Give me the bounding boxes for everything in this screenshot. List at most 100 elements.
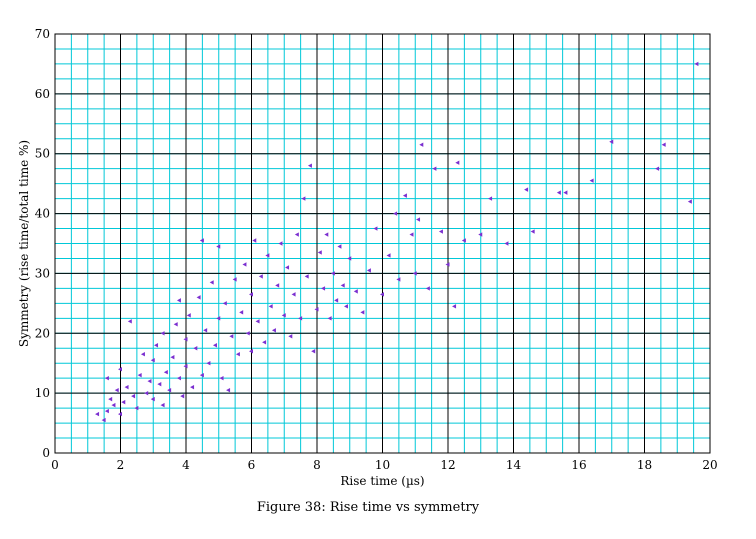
- x-tick-label: 6: [248, 458, 256, 472]
- data-point: [324, 232, 329, 237]
- data-point: [167, 387, 172, 393]
- data-point: [124, 384, 129, 390]
- data-point: [232, 277, 237, 282]
- data-point: [144, 390, 149, 396]
- data-point: [268, 304, 273, 309]
- data-point: [176, 375, 181, 381]
- data-point: [101, 417, 106, 423]
- y-tick-label: 0: [42, 446, 50, 460]
- y-tick-label: 20: [35, 326, 50, 340]
- data-point: [216, 244, 221, 249]
- data-point: [170, 355, 175, 360]
- data-point: [114, 387, 119, 393]
- data-point: [118, 411, 122, 417]
- data-point: [409, 232, 414, 237]
- data-point: [271, 328, 276, 333]
- y-axis-ticks: 0 10 20 30 40 50 60 70: [35, 27, 50, 460]
- data-point: [193, 346, 198, 351]
- data-point: [416, 217, 421, 222]
- data-point: [137, 372, 142, 378]
- data-point: [412, 271, 417, 276]
- data-point: [298, 316, 303, 321]
- data-point: [661, 142, 666, 147]
- data-point: [311, 349, 316, 354]
- data-point: [157, 381, 162, 387]
- data-point: [294, 232, 299, 237]
- data-point: [249, 349, 253, 354]
- data-point: [111, 402, 116, 408]
- data-point: [343, 304, 348, 309]
- data-point: [288, 334, 293, 339]
- data-point: [396, 277, 401, 282]
- data-point: [556, 190, 561, 195]
- data-point: [176, 298, 181, 303]
- y-tick-label: 50: [35, 147, 50, 161]
- data-point: [353, 289, 358, 294]
- data-point: [209, 280, 214, 285]
- x-tick-label: 0: [51, 458, 59, 472]
- data-point: [402, 193, 407, 198]
- data-point: [134, 405, 139, 411]
- data-point: [432, 166, 437, 171]
- data-point: [285, 265, 290, 270]
- data-point: [321, 286, 326, 291]
- data-point: [150, 358, 155, 363]
- x-tick-label: 12: [440, 458, 455, 472]
- data-point: [199, 372, 204, 378]
- data-point: [330, 271, 335, 276]
- data-point: [127, 319, 132, 324]
- data-point: [360, 310, 365, 315]
- data-point: [180, 393, 185, 399]
- data-point: [203, 328, 208, 333]
- x-tick-label: 16: [571, 458, 586, 472]
- data-point: [337, 244, 342, 249]
- data-point: [239, 310, 244, 315]
- data-point: [150, 396, 155, 402]
- data-point: [173, 322, 178, 327]
- data-point: [524, 187, 529, 192]
- data-point: [222, 301, 227, 306]
- data-point: [131, 393, 136, 399]
- data-point: [242, 262, 247, 267]
- data-point: [504, 241, 509, 246]
- y-tick-label: 40: [35, 207, 50, 221]
- data-point: [262, 340, 267, 345]
- data-point: [687, 199, 692, 204]
- data-point: [393, 211, 398, 216]
- data-point: [219, 375, 224, 381]
- x-tick-label: 2: [117, 458, 125, 472]
- data-point: [655, 166, 660, 171]
- data-point: [317, 250, 322, 255]
- data-point: [140, 352, 145, 357]
- x-tick-label: 4: [182, 458, 190, 472]
- x-axis-ticks: 0 2 4 6 8 10 12 14 16 18 20: [51, 458, 717, 472]
- data-point: [291, 292, 296, 297]
- data-point: [281, 313, 286, 318]
- y-axis-label: Symmetry (rise time/total time %): [17, 140, 31, 347]
- data-point: [199, 238, 204, 243]
- data-point: [461, 238, 466, 243]
- data-point: [154, 343, 159, 348]
- data-point: [478, 232, 483, 237]
- x-tick-label: 20: [702, 458, 717, 472]
- y-tick-label: 60: [35, 87, 50, 101]
- data-point: [445, 262, 450, 267]
- data-point: [589, 178, 594, 183]
- data-point: [419, 142, 424, 147]
- data-point: [304, 274, 309, 279]
- data-point: [147, 378, 152, 384]
- data-point: [455, 160, 460, 165]
- data-point: [206, 361, 211, 366]
- data-point: [160, 331, 165, 336]
- data-point: [229, 334, 234, 339]
- data-point: [160, 402, 165, 408]
- data-point: [265, 253, 270, 258]
- data-point: [255, 319, 260, 324]
- data-point: [452, 304, 457, 309]
- data-point: [95, 411, 100, 417]
- data-point: [278, 241, 283, 246]
- data-point: [425, 286, 430, 291]
- data-point: [190, 384, 195, 390]
